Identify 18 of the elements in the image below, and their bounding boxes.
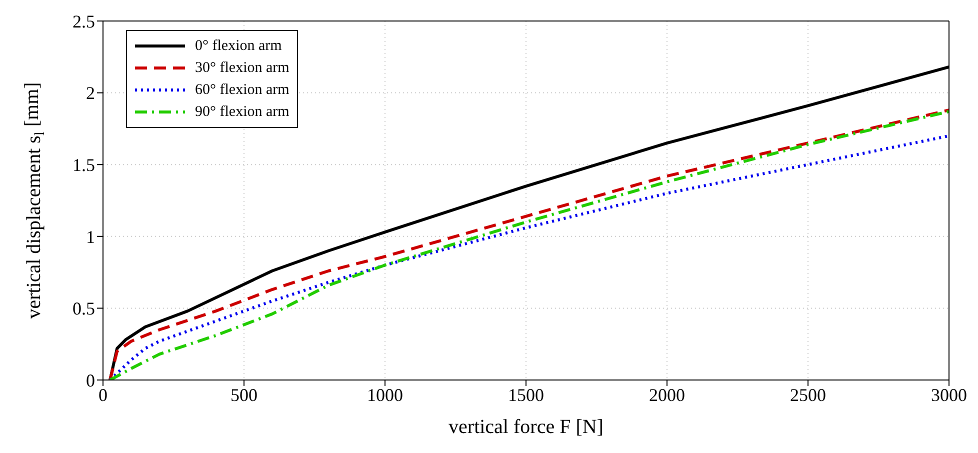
x-axis-title: vertical force F [N] — [448, 416, 604, 438]
x-tick-label: 3000 — [931, 384, 967, 405]
legend-label: 0° flexion arm — [195, 38, 282, 54]
y-tick-label: 0 — [86, 370, 95, 390]
y-tick-label: 1.5 — [72, 154, 95, 175]
y-tick-label: 2.5 — [72, 11, 95, 32]
x-tick-label: 1000 — [367, 384, 403, 405]
x-tick-label: 2000 — [649, 384, 685, 405]
legend-label: 60° flexion arm — [195, 82, 290, 98]
x-tick-label: 0 — [98, 384, 108, 405]
legend-label: 90° flexion arm — [195, 104, 290, 120]
x-tick-label: 1500 — [508, 384, 544, 405]
legend-label: 30° flexion arm — [195, 60, 290, 76]
x-tick-label: 2500 — [790, 384, 826, 405]
y-tick-label: 2 — [86, 83, 95, 104]
y-tick-label: 0.5 — [72, 298, 95, 319]
y-tick-label: 1 — [86, 226, 95, 247]
x-tick-label: 500 — [230, 384, 258, 405]
